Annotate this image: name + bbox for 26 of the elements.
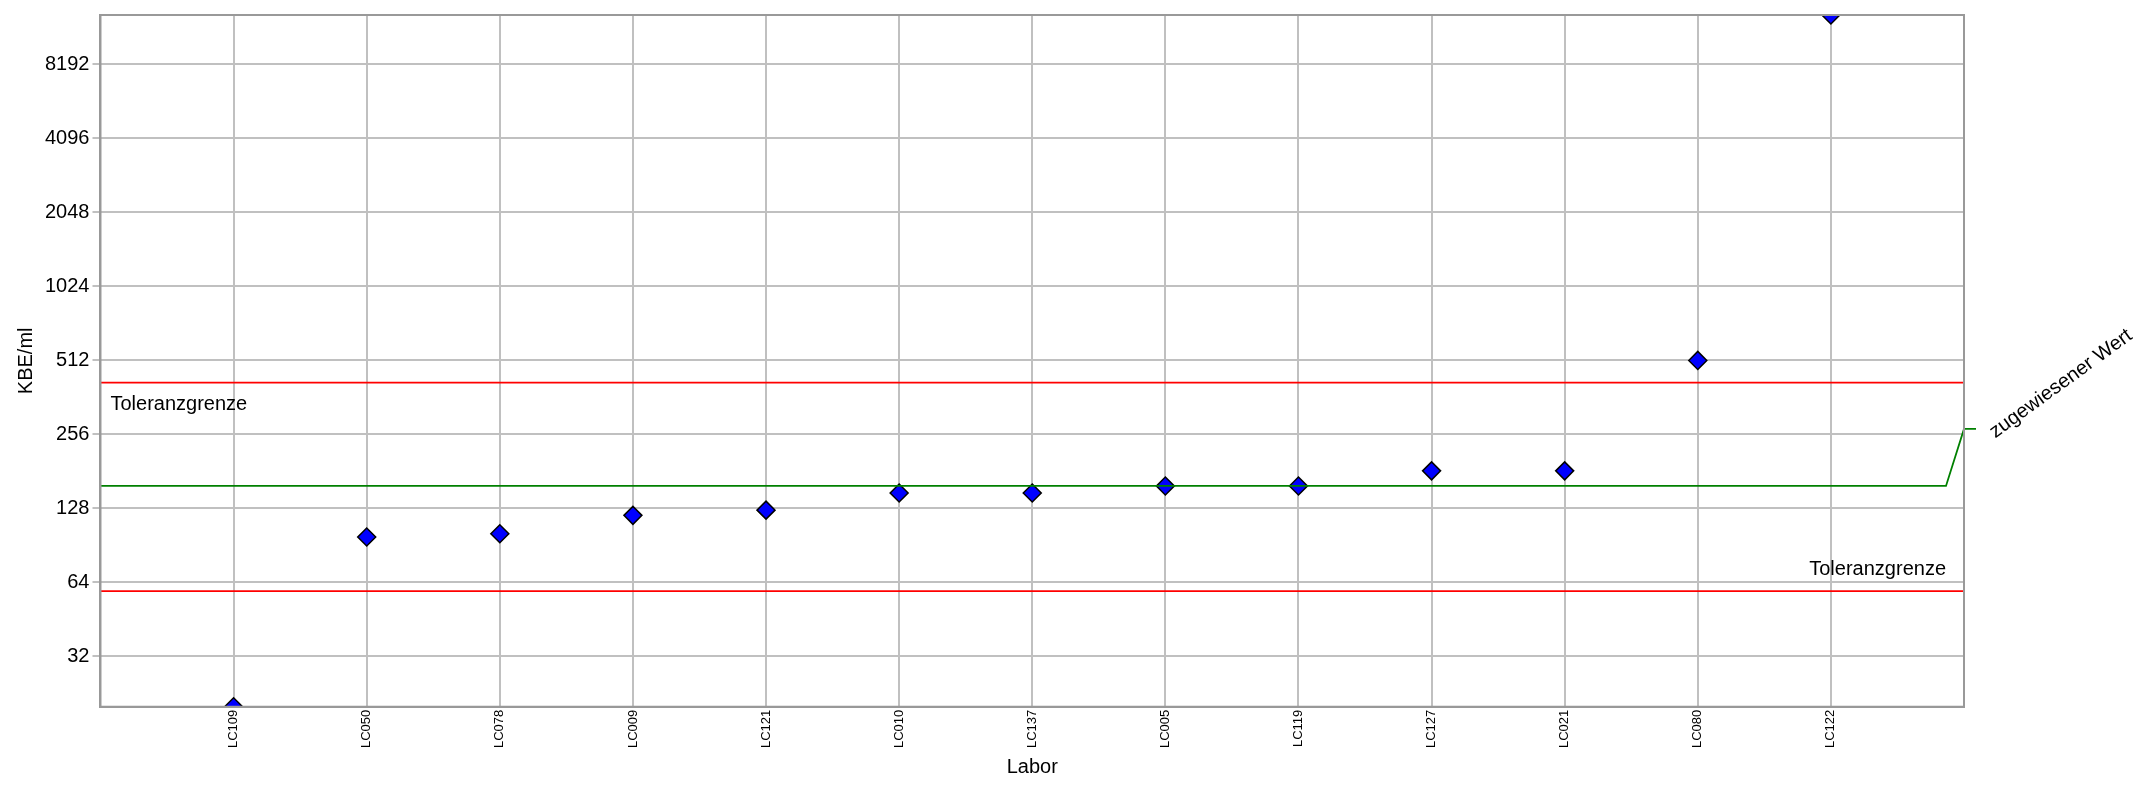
x-tick-label: LC078 <box>491 709 507 748</box>
x-tick-label: LC080 <box>1689 709 1705 748</box>
y-tick-label: 64 <box>67 569 90 592</box>
y-tick-label: 1024 <box>44 273 90 296</box>
ref-line-label: Toleranzgrenze <box>110 392 248 415</box>
y-axis-title: KBE/ml <box>13 327 36 395</box>
y-tick-label: 128 <box>56 495 90 518</box>
x-tick-label: LC005 <box>1156 709 1172 748</box>
x-tick-label: LC050 <box>358 709 374 748</box>
x-tick-label: LC137 <box>1023 709 1039 748</box>
y-tick-label: 8192 <box>44 51 90 74</box>
x-tick-label: LC127 <box>1423 709 1439 748</box>
x-tick-label: LC119 <box>1290 709 1306 748</box>
y-tick-label: 256 <box>56 421 90 444</box>
x-tick-label: LC121 <box>757 709 773 748</box>
x-tick-label: LC009 <box>624 709 640 748</box>
x-tick-label: LC021 <box>1556 709 1572 748</box>
x-axis-title: Labor <box>1006 754 1059 777</box>
x-tick-label: LC109 <box>225 709 241 748</box>
y-tick-label: 2048 <box>44 199 90 222</box>
x-tick-label: LC010 <box>890 709 906 748</box>
ref-line-label: Toleranzgrenze <box>1809 556 1946 579</box>
y-tick-label: 4096 <box>44 125 90 148</box>
y-tick-label: 512 <box>56 347 90 370</box>
x-tick-label: LC122 <box>1822 709 1838 748</box>
y-tick-label: 32 <box>67 644 90 667</box>
